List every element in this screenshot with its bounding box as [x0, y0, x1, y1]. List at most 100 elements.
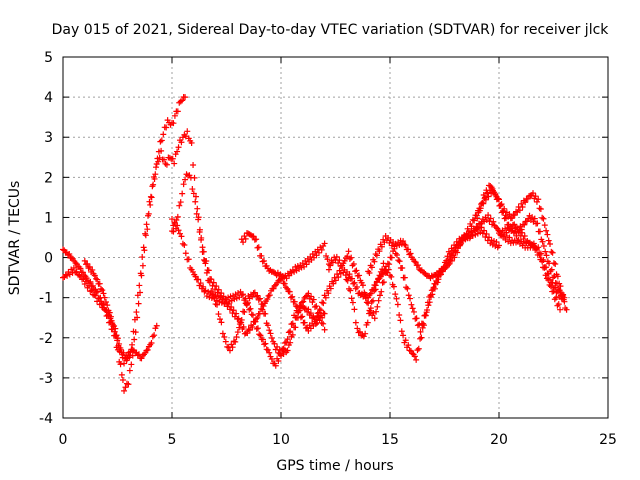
data-point [262, 340, 269, 347]
data-point [144, 346, 151, 353]
data-point [521, 232, 528, 239]
y-tick-label: 0 [44, 251, 53, 267]
data-point [175, 227, 182, 234]
data-point [295, 309, 302, 316]
data-point [70, 264, 77, 271]
data-point [174, 108, 181, 115]
data-point [141, 247, 148, 254]
data-point [286, 288, 293, 295]
data-point [248, 311, 255, 318]
data-point [430, 286, 437, 293]
data-point [496, 242, 502, 249]
data-point [244, 330, 251, 337]
data-point [153, 322, 160, 329]
data-point [380, 260, 387, 267]
data-point [258, 252, 265, 259]
data-point [371, 258, 378, 265]
data-point [255, 244, 262, 251]
data-point [302, 293, 309, 300]
data-point [368, 264, 375, 271]
data-point [229, 344, 236, 351]
data-point [89, 266, 96, 273]
data-point [184, 128, 191, 135]
data-point [341, 257, 348, 264]
data-point [374, 303, 381, 310]
data-point [240, 291, 247, 298]
data-point [540, 215, 547, 222]
data-point [106, 309, 113, 316]
series-track-j [474, 182, 570, 313]
data-point [320, 320, 327, 327]
data-point [542, 248, 549, 255]
data-point [250, 233, 257, 240]
data-point [143, 221, 150, 228]
data-point [64, 272, 71, 279]
data-point [543, 264, 550, 271]
data-point [335, 274, 342, 281]
data-point [192, 193, 199, 200]
data-point [95, 295, 102, 302]
data-point [487, 215, 494, 222]
data-point [497, 201, 504, 208]
data-point [300, 304, 307, 311]
series-track-f [238, 229, 332, 282]
data-point [537, 250, 544, 257]
data-point [216, 316, 223, 323]
data-point [553, 280, 560, 287]
data-point [501, 205, 508, 212]
data-point [268, 334, 275, 341]
data-point [126, 367, 133, 374]
data-point [536, 205, 543, 212]
data-point [267, 330, 274, 337]
data-point [265, 292, 272, 299]
data-point [180, 181, 187, 188]
data-point [163, 124, 170, 131]
data-point [109, 320, 116, 327]
data-point [157, 138, 164, 145]
data-point [188, 139, 195, 146]
data-point [161, 156, 168, 163]
data-point [66, 251, 73, 258]
data-point [257, 332, 264, 339]
data-point [349, 262, 356, 269]
data-point [139, 262, 146, 269]
data-point [149, 333, 156, 340]
data-point [257, 295, 264, 302]
data-point [81, 281, 88, 288]
data-point [415, 345, 422, 352]
data-point [230, 338, 237, 345]
series-track-h [343, 212, 564, 363]
data-point [107, 313, 114, 320]
data-point [300, 298, 307, 305]
data-point [139, 254, 146, 261]
data-point [230, 307, 237, 314]
data-point [332, 277, 339, 284]
y-tick-label: 5 [44, 50, 53, 66]
data-point [292, 324, 299, 331]
data-point [175, 144, 182, 151]
data-point [287, 339, 294, 346]
data-point [238, 292, 245, 299]
data-point [402, 337, 409, 344]
data-point [314, 310, 321, 317]
data-point [263, 346, 270, 353]
data-point [551, 273, 558, 280]
data-point [378, 288, 385, 295]
data-point [413, 356, 420, 363]
data-point [101, 294, 108, 301]
data-point [376, 272, 383, 279]
data-point [513, 232, 520, 239]
data-point [305, 306, 312, 313]
data-point [136, 282, 143, 289]
data-point [327, 285, 334, 292]
data-point [85, 265, 92, 272]
data-point [330, 280, 337, 287]
data-point [182, 250, 189, 257]
data-point [319, 314, 326, 321]
data-point [405, 342, 412, 349]
data-point [221, 334, 228, 341]
data-point [312, 303, 319, 310]
data-point [544, 231, 551, 238]
data-point [411, 258, 418, 265]
data-point [195, 216, 202, 223]
